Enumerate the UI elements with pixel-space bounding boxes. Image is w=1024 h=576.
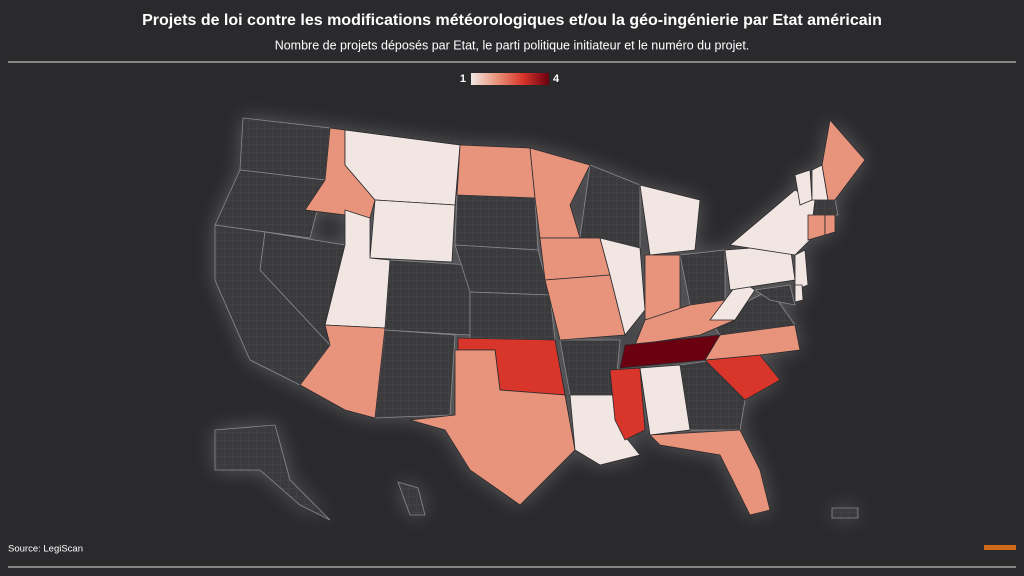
- state: [639, 184, 701, 256]
- state-no-bill: [214, 424, 331, 521]
- state: [821, 119, 866, 201]
- state: [369, 199, 456, 263]
- source: Source: LegiScan: [8, 544, 83, 555]
- title: Projets de loi contre les modifications …: [142, 12, 882, 29]
- map: [214, 117, 866, 521]
- state: [794, 249, 809, 291]
- state: [794, 284, 804, 303]
- state-no-bill: [469, 291, 556, 341]
- state-no-bill: [753, 284, 796, 306]
- state-no-bill: [374, 329, 456, 419]
- state-no-bill: [811, 199, 839, 216]
- legend-max: 4: [553, 73, 560, 85]
- state: [704, 324, 801, 361]
- state: [639, 364, 691, 436]
- state: [299, 324, 386, 419]
- state: [599, 237, 646, 336]
- state: [456, 144, 536, 199]
- state: [824, 214, 836, 236]
- state-no-bill: [214, 169, 326, 239]
- state: [649, 429, 771, 516]
- state-no-bill: [397, 481, 426, 516]
- state: [539, 237, 611, 281]
- state-no-bill: [831, 507, 859, 519]
- state: [324, 209, 391, 329]
- state-no-bill: [559, 339, 621, 396]
- state-no-bill: [384, 259, 471, 336]
- logo: [984, 545, 1016, 550]
- state-no-bill: [454, 194, 539, 251]
- legend-bar: [471, 73, 549, 85]
- subtitle: Nombre de projets déposés par Etat, le p…: [275, 38, 750, 52]
- state: [609, 367, 646, 441]
- legend-min: 1: [460, 73, 466, 85]
- state: [409, 349, 576, 506]
- state-no-bill: [239, 117, 331, 181]
- state-no-bill: [454, 244, 551, 296]
